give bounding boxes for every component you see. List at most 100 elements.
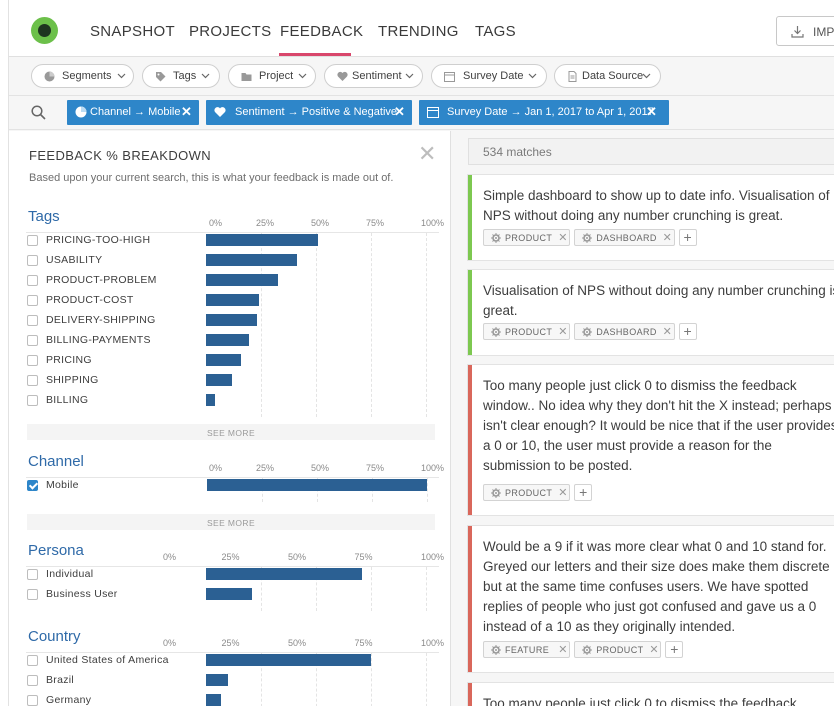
remove-tag-icon[interactable]: ✕ [558, 232, 568, 244]
remove-tag-icon[interactable]: ✕ [649, 644, 659, 656]
filter-sentiment[interactable]: Sentiment [324, 64, 423, 88]
row-checkbox[interactable] [27, 295, 38, 306]
breakdown-bar[interactable] [206, 568, 363, 580]
breakdown-bar[interactable] [206, 234, 319, 246]
feedback-card[interactable]: Too many people just click 0 to dismiss … [467, 682, 834, 706]
add-tag-button[interactable]: + [678, 323, 697, 340]
row-checkbox[interactable] [27, 675, 38, 686]
chevron-down-icon [528, 73, 537, 79]
breakdown-bar[interactable] [206, 654, 371, 666]
nav-snapshot[interactable]: SNAPSHOT [90, 23, 175, 40]
remove-tag-icon[interactable]: ✕ [558, 487, 568, 499]
add-tag-button[interactable]: + [678, 229, 697, 246]
row-checkbox[interactable] [27, 235, 38, 246]
feedback-tag[interactable]: DASHBOARD ✕ [574, 323, 675, 340]
feedback-card[interactable]: Simple dashboard to show up to date info… [467, 174, 834, 261]
tag-label: PRODUCT [596, 645, 644, 655]
row-label: Mobile [46, 479, 79, 491]
feedback-text: Visualisation of NPS without doing any n… [483, 283, 834, 318]
breakdown-bar[interactable] [206, 274, 278, 286]
remove-tag-icon[interactable]: ✕ [662, 232, 673, 244]
breakdown-bar[interactable] [206, 314, 257, 326]
row-checkbox[interactable] [27, 655, 38, 666]
feedback-text: Simple dashboard to show up to date info… [483, 188, 830, 223]
close-icon[interactable]: ✕ [418, 141, 437, 166]
breakdown-bar[interactable] [206, 334, 249, 346]
search-icon[interactable] [31, 105, 46, 120]
filter-segments[interactable]: Segments [31, 64, 134, 88]
heart-icon [214, 107, 226, 117]
row-label: PRODUCT-COST [46, 294, 134, 306]
row-checkbox[interactable] [27, 569, 38, 580]
see-more-button[interactable]: SEE MORE [27, 424, 435, 440]
row-label: BILLING [46, 394, 89, 406]
feedback-text: Would be a 9 if it was more clear what 0… [483, 539, 830, 634]
feedback-tag[interactable]: DASHBOARD ✕ [574, 229, 675, 246]
axis-tick-label: 100% [421, 463, 445, 473]
nav-trending[interactable]: TRENDING [378, 23, 459, 40]
breakdown-bar[interactable] [207, 479, 427, 491]
remove-tag-icon[interactable]: ✕ [558, 326, 568, 338]
feedback-tag[interactable]: PRODUCT ✕ [483, 323, 571, 340]
feedback-card[interactable]: Would be a 9 if it was more clear what 0… [467, 525, 834, 673]
row-checkbox[interactable] [27, 480, 38, 491]
logo-icon[interactable] [31, 17, 58, 44]
active-filter-survey-date[interactable]: Survey Date → Jan 1, 2017 to Apr 1, 2017… [419, 100, 669, 125]
row-checkbox[interactable] [27, 395, 38, 406]
filter-tags[interactable]: Tags [142, 64, 220, 88]
active-filter-sentiment[interactable]: Sentiment → Positive & Negative ✕ [206, 100, 412, 125]
active-filter-label: Sentiment → Positive & Negative [235, 106, 398, 118]
axis-tick-label: 25% [256, 463, 275, 473]
feedback-tag[interactable]: PRODUCT ✕ [483, 484, 571, 501]
axis-tick-label: 0% [209, 218, 223, 228]
breakdown-bar[interactable] [206, 294, 259, 306]
filter-data-source[interactable]: Data Source [554, 64, 661, 88]
add-tag-button[interactable]: + [665, 641, 684, 658]
breakdown-bar[interactable] [206, 674, 228, 686]
gridline [316, 567, 317, 611]
nav-feedback[interactable]: FEEDBACK [280, 23, 364, 40]
filter-survey-date[interactable]: Survey Date [431, 64, 547, 88]
row-checkbox[interactable] [27, 275, 38, 286]
gridline [371, 567, 372, 611]
import-button[interactable]: IMPO [776, 16, 834, 46]
feedback-tag[interactable]: FEATURE ✕ [483, 641, 571, 658]
breakdown-bar[interactable] [206, 354, 242, 366]
feedback-tag[interactable]: PRODUCT ✕ [483, 229, 571, 246]
row-checkbox[interactable] [27, 335, 38, 346]
chevron-down-icon [201, 73, 210, 79]
row-checkbox[interactable] [27, 315, 38, 326]
remove-filter-icon[interactable]: ✕ [181, 104, 192, 119]
row-label: USABILITY [46, 254, 103, 266]
feedback-card[interactable]: Too many people just click 0 to dismiss … [467, 364, 834, 516]
row-checkbox[interactable] [27, 589, 38, 600]
breakdown-bar[interactable] [206, 588, 253, 600]
nav-tags[interactable]: TAGS [475, 23, 516, 40]
breakdown-bar[interactable] [206, 394, 215, 406]
axis-line [26, 566, 439, 567]
remove-tag-icon[interactable]: ✕ [662, 326, 673, 338]
row-checkbox[interactable] [27, 255, 38, 266]
row-checkbox[interactable] [27, 355, 38, 366]
row-checkbox[interactable] [27, 375, 38, 386]
active-filter-channel[interactable]: Channel → Mobile ✕ [67, 100, 199, 125]
heart-icon [337, 71, 348, 81]
feedback-tag[interactable]: PRODUCT ✕ [574, 641, 662, 658]
gridline [371, 653, 372, 706]
breakdown-bar[interactable] [206, 374, 233, 386]
see-more-button[interactable]: SEE MORE [27, 514, 435, 530]
remove-filter-icon[interactable]: ✕ [646, 104, 657, 119]
gear-icon [491, 645, 501, 657]
remove-filter-icon[interactable]: ✕ [394, 104, 405, 119]
row-checkbox[interactable] [27, 695, 38, 706]
feedback-card[interactable]: Visualisation of NPS without doing any n… [467, 269, 834, 356]
filter-project[interactable]: Project [228, 64, 316, 88]
nav-projects[interactable]: PROJECTS [189, 23, 272, 40]
gear-icon [582, 233, 593, 245]
add-tag-button[interactable]: + [574, 484, 593, 501]
document-icon [568, 71, 577, 82]
breakdown-title: FEEDBACK % BREAKDOWN [29, 148, 212, 163]
breakdown-bar[interactable] [206, 254, 298, 266]
breakdown-bar[interactable] [206, 694, 222, 706]
remove-tag-icon[interactable]: ✕ [558, 644, 568, 656]
